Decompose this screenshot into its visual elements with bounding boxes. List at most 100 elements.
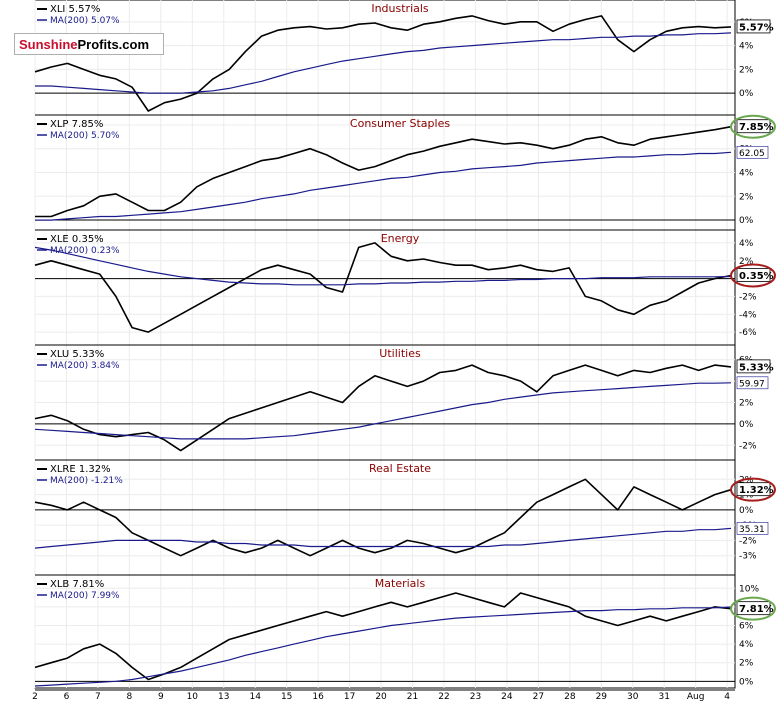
y-tick-label: -2% [739,536,757,546]
last-value-label: 7.81% [739,604,774,615]
x-tick-label: 22 [438,692,449,701]
price-line [34,478,732,557]
last-value-label: 7.85% [739,122,774,133]
x-tick-label: 28 [564,692,576,701]
logo-part2: Profits.com [77,37,150,52]
x-tick-label: 20 [375,692,387,701]
legend-label: XLRE 1.32% [50,464,111,475]
panel-title: Utilities [379,347,421,360]
highlight-ellipse [730,477,776,502]
ma-line [35,151,732,221]
highlight-ellipse [730,114,776,139]
x-tick-label: 2 [32,692,38,701]
last-value-box [736,359,771,374]
x-tick-label: 4 [724,692,730,701]
price-line [35,125,732,218]
last-value-box [736,119,771,134]
last-value-box [736,601,771,616]
price-line [34,242,732,333]
panel-title: Materials [375,577,426,590]
x-tick-label: 27 [533,692,544,701]
x-tick-label: 17 [344,692,355,701]
price-line [34,592,732,681]
panel-title: Industrials [371,2,429,15]
y-tick-label: -4% [739,310,757,320]
panel-title: Consumer Staples [350,117,450,130]
y-tick-label: 2% [739,659,754,669]
highlight-ellipse [730,596,776,621]
x-tick-label: 15 [281,692,292,701]
x-tick-label: Aug [687,692,705,701]
price-line [34,15,732,112]
last-value-label: 1.32% [739,485,774,496]
ma-value-box [736,145,769,159]
panel-title: Real Estate [369,462,431,475]
legend-label: XLU 5.33% [50,349,104,360]
legend-label: XLP 7.85% [50,119,103,130]
last-value-box [736,482,771,497]
x-tick-label: 9 [158,692,164,701]
last-value-label: 0.35% [739,271,774,282]
ma-line [34,382,732,440]
highlight-ellipse [730,263,776,288]
ma-line [34,527,732,549]
x-tick-label: 6 [64,692,70,701]
legend-ma-label: MA(200) 0.23% [50,246,120,256]
legend-label: XLE 0.35% [50,234,104,245]
sunshine-profits-logo: SunshineProfits.com [14,33,164,55]
ma-line [35,32,732,94]
y-tick-label: 4% [739,42,754,52]
legend-ma-label: MA(200) -1.21% [50,476,123,486]
y-tick-label: 2% [739,399,754,409]
panel-title: Energy [381,232,420,245]
x-tick-label: 29 [596,692,608,701]
y-tick-label: 4% [739,169,754,179]
y-tick-label: 0% [739,506,754,516]
ma-value-label: 35.31 [739,525,765,535]
y-tick-label: 0% [739,216,754,226]
ma-value-box [736,522,769,535]
x-tick-label: 31 [658,692,669,701]
legend-ma-label: MA(200) 7.99% [50,591,120,601]
ma-line [34,606,732,687]
ma-value-label: 59.97 [739,379,765,389]
ma-value-label: 62.05 [739,149,765,159]
legend-label: XLB 7.81% [50,579,104,590]
y-tick-label: 0% [739,420,754,430]
last-value-label: 5.57% [739,22,774,33]
legend-ma-label: MA(200) 3.84% [50,361,120,371]
y-tick-label: 0% [739,89,754,99]
y-tick-label: 2% [739,192,754,202]
y-tick-label: -2% [739,441,757,451]
last-value-box [736,19,771,34]
last-value-label: 5.33% [739,362,774,373]
x-tick-label: 13 [218,692,229,701]
x-tick-label: 16 [312,692,324,701]
y-tick-label: 6% [739,622,754,632]
legend-ma-label: MA(200) 5.07% [50,16,120,26]
y-tick-label: -6% [739,328,757,338]
x-tick-label: 10 [187,692,199,701]
y-tick-label: 4% [739,239,754,249]
y-tick-label: 2% [739,257,754,267]
y-tick-label: -3% [739,552,757,562]
x-tick-label: 30 [627,692,639,701]
y-tick-label: 4% [739,640,754,650]
x-tick-label: 8 [127,692,133,701]
ma-line [34,246,732,286]
y-tick-label: -2% [739,292,757,302]
ma-value-box [736,376,769,390]
legend-ma-label: MA(200) 5.70% [50,131,120,141]
y-tick-label: 2% [739,65,754,75]
x-tick-label: 7 [95,692,101,701]
logo-part1: Sunshine [19,37,78,52]
x-tick-label: 23 [470,692,481,701]
last-value-box [736,268,771,282]
y-tick-label: 0% [739,677,754,687]
x-tick-label: 24 [501,692,513,701]
x-tick-label: 14 [249,692,261,701]
y-tick-label: 10% [739,584,759,594]
legend-label: XLI 5.57% [50,4,100,15]
y-tick-label: 2% [739,475,754,485]
